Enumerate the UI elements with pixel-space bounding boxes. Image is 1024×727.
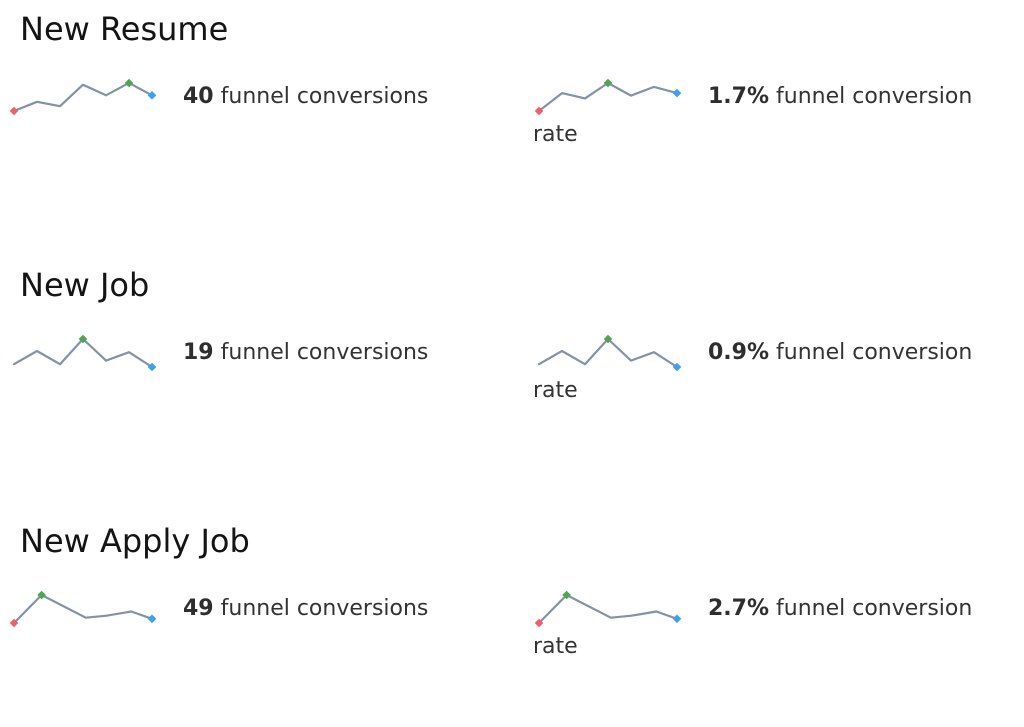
metric-funnel-conversion-rate: 1.7% funnel conversion rate <box>533 73 1003 148</box>
report-page: New Resume 40 funnel conversions 1.7% fu… <box>0 10 1024 660</box>
section-title: New Job <box>20 266 150 304</box>
metric-label: funnel conversion rate <box>533 596 973 659</box>
sparkline-chart <box>534 590 682 628</box>
metric-funnel-conversions: 40 funnel conversions <box>8 73 478 148</box>
section-new-resume: New Resume 40 funnel conversions 1.7% fu… <box>0 10 1024 148</box>
section-new-job: New Job 19 funnel conversions 0.9% funne… <box>0 266 1024 404</box>
metric-value: 49 <box>183 596 214 621</box>
sparkline-chart <box>534 78 682 116</box>
sparkline-chart <box>12 334 157 372</box>
metric-label: funnel conversion rate <box>533 84 973 147</box>
metric-value: 2.7% <box>708 596 770 621</box>
metric-value: 1.7% <box>708 84 770 109</box>
metric-value: 19 <box>183 340 214 365</box>
section-title: New Resume <box>20 10 229 48</box>
metrics-row: 19 funnel conversions 0.9% funnel conver… <box>8 329 1024 404</box>
sparkline-chart <box>537 334 682 372</box>
metric-label: funnel conversions <box>220 84 429 109</box>
metric-funnel-conversion-rate: 0.9% funnel conversion rate <box>533 329 1003 404</box>
metrics-row: 49 funnel conversions 2.7% funnel conver… <box>8 585 1024 660</box>
section-new-apply-job: New Apply Job 49 funnel conversions 2.7%… <box>0 522 1024 660</box>
section-title: New Apply Job <box>20 522 250 560</box>
metric-label: funnel conversion rate <box>533 340 973 403</box>
metric-funnel-conversions: 49 funnel conversions <box>8 585 478 660</box>
metric-label: funnel conversions <box>220 340 429 365</box>
sparkline-chart <box>9 78 157 116</box>
metric-value: 0.9% <box>708 340 770 365</box>
metrics-row: 40 funnel conversions 1.7% funnel conver… <box>8 73 1024 148</box>
metric-value: 40 <box>183 84 214 109</box>
metric-label: funnel conversions <box>220 596 429 621</box>
metric-funnel-conversion-rate: 2.7% funnel conversion rate <box>533 585 1003 660</box>
metric-funnel-conversions: 19 funnel conversions <box>8 329 478 404</box>
sparkline-chart <box>9 590 157 628</box>
